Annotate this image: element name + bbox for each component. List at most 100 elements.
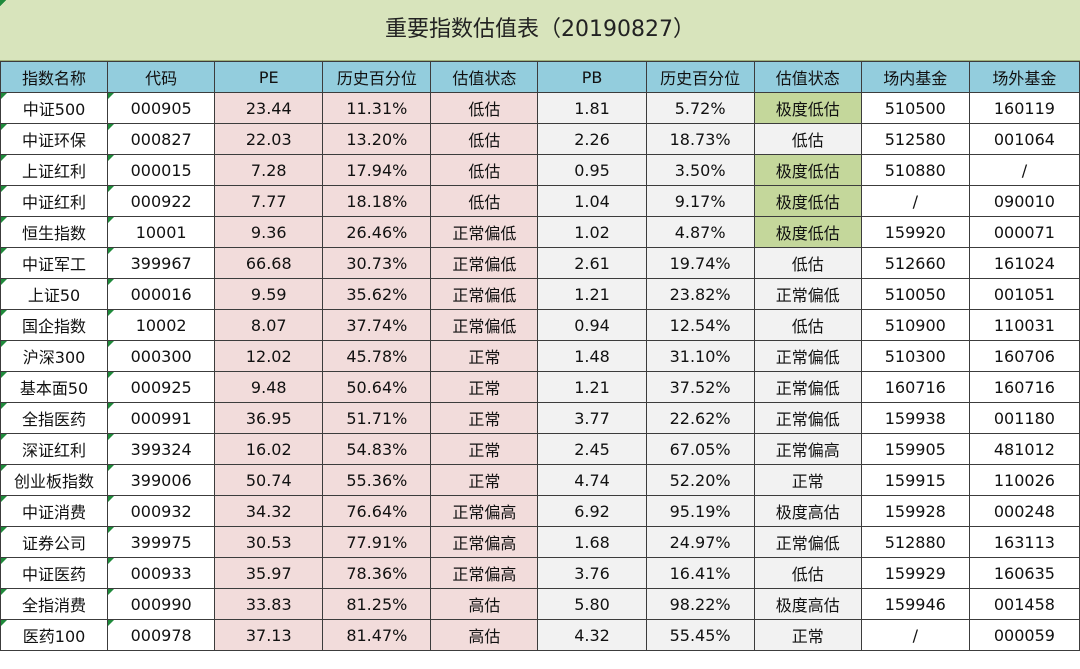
- cell-otc-fund[interactable]: 110031: [0, 0, 1080, 341]
- cell-pe-state[interactable]: 正常偏低: [430, 216, 539, 248]
- cell-pb-state[interactable]: 低估: [753, 247, 862, 279]
- cell-otc-fund[interactable]: 161024: [0, 0, 1080, 279]
- cell-index-name[interactable]: 中证红利: [0, 185, 109, 217]
- cell-pe[interactable]: 37.13: [214, 619, 324, 651]
- cell-code[interactable]: 000932: [107, 495, 216, 527]
- cell-pb[interactable]: 4.32: [537, 619, 647, 651]
- cell-otc-fund[interactable]: 000059: [0, 0, 1080, 651]
- cell-index-name[interactable]: 证券公司: [0, 526, 109, 558]
- cell-pb-percentile[interactable]: 52.20%: [645, 464, 755, 496]
- cell-exchange-fund[interactable]: 159920: [860, 216, 970, 248]
- cell-code[interactable]: 000990: [107, 588, 216, 620]
- cell-otc-fund[interactable]: 000248: [0, 0, 1080, 527]
- cell-index-name[interactable]: 中证消费: [0, 495, 109, 527]
- cell-index-name[interactable]: 创业板指数: [0, 464, 109, 496]
- cell-code[interactable]: 000991: [107, 402, 216, 434]
- cell-code[interactable]: 000922: [107, 185, 216, 217]
- cell-otc-fund[interactable]: 090010: [0, 0, 1080, 217]
- cell-pe-percentile[interactable]: 26.46%: [322, 216, 432, 248]
- cell-pb[interactable]: 1.02: [537, 216, 647, 248]
- cell-code[interactable]: 10002: [107, 309, 216, 341]
- cell-exchange-fund[interactable]: /: [860, 185, 970, 217]
- cell-pe-percentile[interactable]: 45.78%: [322, 340, 432, 372]
- cell-pb-percentile[interactable]: 24.97%: [645, 526, 755, 558]
- cell-pe[interactable]: 7.77: [214, 185, 324, 217]
- cell-pb[interactable]: 1.04: [537, 185, 647, 217]
- cell-pe-percentile[interactable]: 78.36%: [322, 557, 432, 589]
- cell-index-name[interactable]: 医药100: [0, 619, 109, 651]
- cell-index-name[interactable]: 中证500: [0, 92, 109, 124]
- cell-pb-percentile[interactable]: 67.05%: [645, 433, 755, 465]
- cell-pb[interactable]: 1.81: [537, 92, 647, 124]
- cell-pb-percentile[interactable]: 22.62%: [645, 402, 755, 434]
- cell-otc-fund[interactable]: 160119: [0, 0, 1080, 124]
- cell-pe-state[interactable]: 正常偏低: [430, 278, 539, 310]
- cell-code[interactable]: 000827: [107, 123, 216, 155]
- cell-pe-state[interactable]: 正常: [430, 464, 539, 496]
- cell-pb-state[interactable]: 正常偏低: [753, 371, 862, 403]
- cell-pe-percentile[interactable]: 50.64%: [322, 371, 432, 403]
- cell-pb[interactable]: 1.68: [537, 526, 647, 558]
- cell-otc-fund[interactable]: /: [0, 0, 1080, 186]
- cell-pb[interactable]: 0.95: [537, 154, 647, 186]
- cell-code[interactable]: 399324: [107, 433, 216, 465]
- cell-code[interactable]: 10001: [107, 216, 216, 248]
- cell-otc-fund[interactable]: 001051: [0, 0, 1080, 310]
- cell-pe[interactable]: 22.03: [214, 123, 324, 155]
- cell-pe-percentile[interactable]: 55.36%: [322, 464, 432, 496]
- cell-pb-state[interactable]: 低估: [753, 309, 862, 341]
- cell-code[interactable]: 000015: [107, 154, 216, 186]
- cell-exchange-fund[interactable]: 510050: [860, 278, 970, 310]
- cell-pe-percentile[interactable]: 51.71%: [322, 402, 432, 434]
- cell-pe-state[interactable]: 低估: [430, 92, 539, 124]
- cell-pb-state[interactable]: 极度低估: [753, 185, 862, 217]
- cell-code[interactable]: 399006: [107, 464, 216, 496]
- cell-exchange-fund[interactable]: 159946: [860, 588, 970, 620]
- cell-code[interactable]: 000300: [107, 340, 216, 372]
- cell-otc-fund[interactable]: 163113: [0, 0, 1080, 558]
- cell-pe[interactable]: 16.02: [214, 433, 324, 465]
- cell-code[interactable]: 399975: [107, 526, 216, 558]
- cell-code[interactable]: 000978: [107, 619, 216, 651]
- cell-index-name[interactable]: 中证军工: [0, 247, 109, 279]
- cell-pb-state[interactable]: 正常偏低: [753, 526, 862, 558]
- cell-pb-percentile[interactable]: 18.73%: [645, 123, 755, 155]
- cell-index-name[interactable]: 上证红利: [0, 154, 109, 186]
- cell-pe[interactable]: 36.95: [214, 402, 324, 434]
- cell-exchange-fund[interactable]: 159929: [860, 557, 970, 589]
- cell-pb-percentile[interactable]: 37.52%: [645, 371, 755, 403]
- cell-pe-state[interactable]: 正常偏低: [430, 247, 539, 279]
- cell-exchange-fund[interactable]: 510500: [860, 92, 970, 124]
- cell-pb-state[interactable]: 正常偏高: [753, 433, 862, 465]
- cell-pb-percentile[interactable]: 12.54%: [645, 309, 755, 341]
- cell-pb-state[interactable]: 极度低估: [753, 92, 862, 124]
- cell-pe[interactable]: 9.59: [214, 278, 324, 310]
- cell-pe-state[interactable]: 正常: [430, 371, 539, 403]
- cell-pb-state[interactable]: 极度低估: [753, 154, 862, 186]
- cell-pb[interactable]: 1.21: [537, 371, 647, 403]
- cell-pb[interactable]: 0.94: [537, 309, 647, 341]
- cell-pe-state[interactable]: 正常偏高: [430, 526, 539, 558]
- cell-index-name[interactable]: 沪深300: [0, 340, 109, 372]
- cell-pb-percentile[interactable]: 5.72%: [645, 92, 755, 124]
- cell-pb-state[interactable]: 正常偏低: [753, 402, 862, 434]
- cell-otc-fund[interactable]: 001458: [0, 0, 1080, 620]
- cell-pb-percentile[interactable]: 98.22%: [645, 588, 755, 620]
- cell-pb[interactable]: 2.26: [537, 123, 647, 155]
- cell-pb-percentile[interactable]: 23.82%: [645, 278, 755, 310]
- cell-pe-percentile[interactable]: 37.74%: [322, 309, 432, 341]
- cell-pb-percentile[interactable]: 9.17%: [645, 185, 755, 217]
- cell-index-name[interactable]: 全指医药: [0, 402, 109, 434]
- cell-pe-percentile[interactable]: 17.94%: [322, 154, 432, 186]
- cell-pb-state[interactable]: 正常: [753, 464, 862, 496]
- cell-otc-fund[interactable]: 160635: [0, 0, 1080, 589]
- cell-pb-percentile[interactable]: 3.50%: [645, 154, 755, 186]
- cell-code[interactable]: 000925: [107, 371, 216, 403]
- cell-exchange-fund[interactable]: 160716: [860, 371, 970, 403]
- cell-pb-state[interactable]: 正常偏低: [753, 278, 862, 310]
- cell-index-name[interactable]: 国企指数: [0, 309, 109, 341]
- cell-pe[interactable]: 50.74: [214, 464, 324, 496]
- cell-pe-state[interactable]: 正常偏高: [430, 557, 539, 589]
- cell-otc-fund[interactable]: 110026: [0, 0, 1080, 496]
- cell-pe-percentile[interactable]: 54.83%: [322, 433, 432, 465]
